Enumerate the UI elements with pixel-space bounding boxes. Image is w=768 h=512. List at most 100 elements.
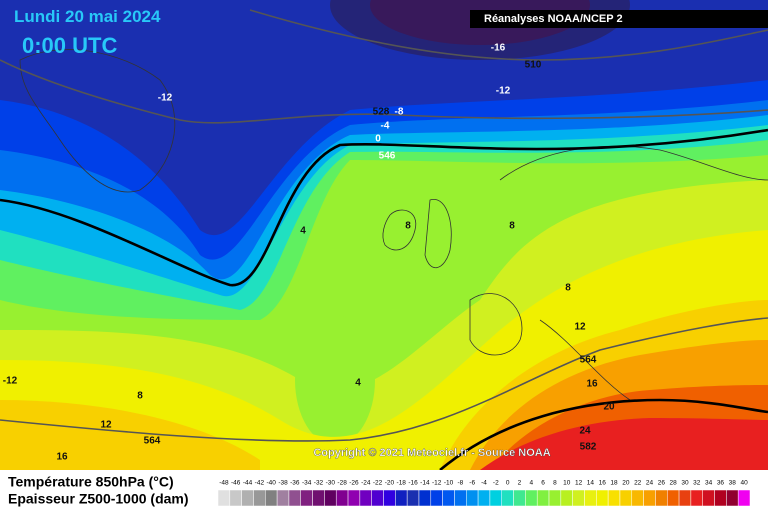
color-scale: -48 -46 -44 -42 -40 -38 -36 -34 -32 -30 -28 -26 -24-… — [217, 480, 751, 507]
scale-label: 38 — [729, 480, 737, 487]
scale-label: -22 — [373, 480, 383, 487]
contour-label: 564 — [580, 355, 597, 366]
scale-swatch — [288, 489, 302, 507]
scale-swatch — [253, 489, 266, 507]
scale-swatch — [265, 489, 278, 507]
scale-swatch — [489, 489, 502, 507]
copyright: Copyright © 2021 Meteociel.fr - Source N… — [313, 447, 550, 459]
contour-label: -12 — [496, 86, 511, 97]
contour-label: 528 — [373, 107, 390, 118]
scale-swatch — [276, 489, 290, 507]
contour-label: 8 — [509, 221, 515, 232]
scale-swatch — [395, 489, 408, 507]
scale-swatch — [454, 489, 467, 507]
contour-label: 582 — [580, 442, 597, 453]
scale-label: 12 — [575, 480, 583, 487]
date: Lundi 20 mai 2024 — [14, 7, 161, 26]
coastlines — [19, 49, 768, 401]
scale-swatch — [477, 489, 491, 507]
scale-label: -38 — [278, 480, 288, 487]
scale-label: 2 — [518, 480, 522, 487]
scale-swatch — [666, 489, 680, 507]
scale-label: -42 — [255, 480, 265, 487]
scale-swatch — [229, 489, 242, 507]
scale-swatch — [572, 489, 585, 507]
contour-label: 564 — [144, 436, 161, 447]
contour-label: 510 — [525, 60, 542, 71]
scale-label: -24 — [361, 480, 371, 487]
scale-label: 18 — [610, 480, 618, 487]
scale-label: -36 — [290, 480, 300, 487]
scale-swatch — [406, 489, 420, 507]
legend-title: Température 850hPa (°C) — [8, 474, 174, 490]
legend-title: Epaisseur Z500-1000 (dam) — [8, 491, 189, 507]
scale-label: -20 — [385, 480, 395, 487]
contour-label: 4 — [300, 226, 306, 237]
scale-swatch — [442, 489, 455, 507]
scale-swatch — [359, 489, 372, 507]
scale-swatch — [300, 489, 313, 507]
scale-swatch — [466, 489, 479, 507]
contour-label: 8 — [565, 283, 571, 294]
time: 0:00 UTC — [22, 33, 117, 58]
scale-label: -40 — [266, 480, 276, 487]
contour-label: 8 — [405, 221, 411, 232]
contour-label: -16 — [491, 43, 506, 54]
scale-label: 32 — [693, 480, 701, 487]
contour-label: 4 — [355, 378, 361, 389]
scale-swatch — [525, 489, 538, 507]
scale-swatch — [714, 489, 727, 507]
scale-swatch — [560, 489, 573, 507]
scale-label: 22 — [634, 480, 642, 487]
contour-label: -4 — [381, 121, 390, 132]
scale-label: -30 — [326, 480, 336, 487]
scale-swatch — [241, 489, 254, 507]
contour-label: 12 — [574, 322, 586, 333]
scale-label: -14 — [420, 480, 430, 487]
scale-swatch — [643, 489, 656, 507]
scale-label: -8 — [457, 480, 463, 487]
scale-swatch — [536, 489, 550, 507]
contour-label: 16 — [586, 379, 598, 390]
source-box — [470, 10, 768, 28]
contour-label: 8 — [137, 391, 143, 402]
contour-labels: -16 510 -12 -12 528 -8 -4 0 546 4 8 8 8 … — [3, 43, 615, 463]
scale-swatch — [312, 489, 325, 507]
scale-label: -2 — [493, 480, 499, 487]
scale-label: -12 — [432, 480, 442, 487]
scale-label: -16 — [408, 480, 418, 487]
scale-label: -18 — [397, 480, 407, 487]
source: Réanalyses NOAA/NCEP 2 — [484, 13, 623, 25]
scale-label: -26 — [349, 480, 359, 487]
scale-swatch — [217, 489, 231, 507]
scale-label: 14 — [587, 480, 595, 487]
scale-label: -46 — [231, 480, 241, 487]
scale-label: -6 — [469, 480, 475, 487]
contour-label: 12 — [100, 420, 112, 431]
scale-label: -10 — [444, 480, 454, 487]
scale-swatch — [655, 489, 668, 507]
contour-label: 20 — [603, 402, 615, 413]
scale-label: 6 — [541, 480, 545, 487]
scale-swatch — [702, 489, 715, 507]
scale-swatch — [501, 489, 514, 507]
scale-swatch — [418, 489, 432, 507]
thickness-contours — [0, 9, 768, 471]
scale-label: -4 — [481, 480, 487, 487]
contour-label: -12 — [158, 93, 173, 104]
scale-swatch — [631, 489, 644, 507]
contour-label: 24 — [579, 426, 591, 437]
scale-swatch — [383, 489, 396, 507]
contour-label: 0 — [375, 134, 381, 145]
scale-label: 4 — [529, 480, 533, 487]
scale-label: 8 — [553, 480, 557, 487]
scale-swatch — [430, 489, 443, 507]
scale-label: 16 — [599, 480, 607, 487]
scale-swatch — [324, 489, 337, 507]
scale-label: 26 — [658, 480, 666, 487]
scale-label: 36 — [717, 480, 725, 487]
scale-swatch — [371, 489, 384, 507]
scale-label: 40 — [740, 480, 748, 487]
scale-swatch — [737, 489, 751, 507]
